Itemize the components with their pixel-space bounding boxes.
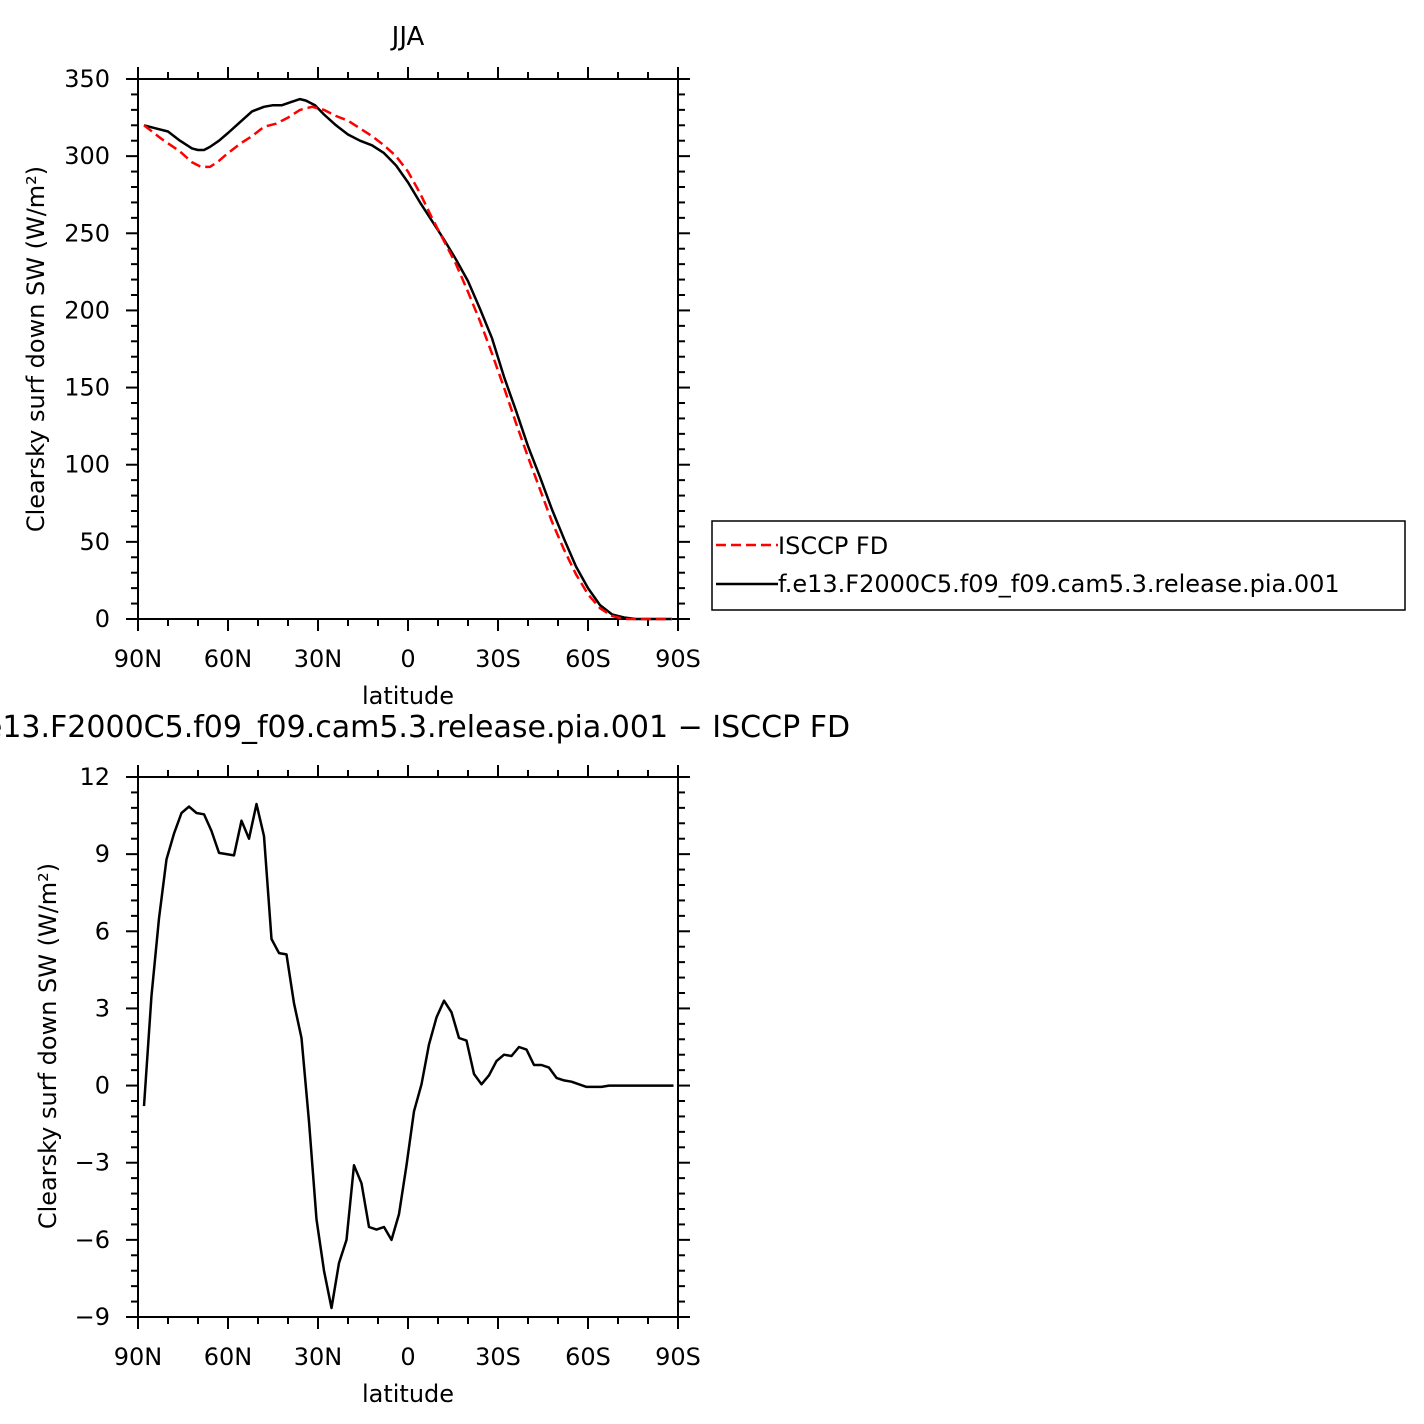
bottom-y-tick-label: 0 <box>95 1072 110 1100</box>
top-chart-title: JJA <box>390 22 425 52</box>
top-x-tick-label: 30N <box>294 645 343 673</box>
bottom-y-tick-label: −6 <box>75 1226 110 1254</box>
top-y-tick-label: 50 <box>79 528 110 556</box>
top-y-axis-title: Clearsky surf down SW (W/m²) <box>22 166 50 532</box>
bottom-x-tick-label: 90S <box>655 1343 701 1371</box>
bottom-y-tick-label: 6 <box>95 917 110 945</box>
bottom-y-tick-label: 9 <box>95 840 110 868</box>
legend-box <box>711 520 1406 611</box>
bottom-x-tick-label: 60S <box>565 1343 611 1371</box>
bottom-chart-title: f.e13.F2000C5.f09_f09.cam5.3.release.pia… <box>0 710 850 745</box>
top-y-tick-label: 150 <box>64 374 110 402</box>
bottom-x-tick-label: 30N <box>294 1343 343 1371</box>
top-y-tick-label: 300 <box>64 142 110 170</box>
legend: ISCCP FD f.e13.F2000C5.f09_f09.cam5.3.re… <box>711 520 1406 611</box>
top-series-line-1 <box>143 97 672 621</box>
top-x-tick-label: 60N <box>204 645 253 673</box>
bottom-x-axis-title: latitude <box>362 1380 454 1408</box>
bottom-y-tick-label: 3 <box>95 994 110 1022</box>
top-y-tick-label: 350 <box>64 65 110 93</box>
bottom-x-tick-label: 30S <box>475 1343 521 1371</box>
top-y-tick-label: 250 <box>64 219 110 247</box>
bottom-plot-area: 90N 60N 30N 0 30S 60S 90S −9 −6 −3 0 3 6 9 12 <box>75 763 701 1371</box>
top-x-tick-label: 60S <box>565 645 611 673</box>
bottom-y-tick-label: −9 <box>75 1303 110 1331</box>
top-x-axis-title: latitude <box>362 682 454 710</box>
bottom-x-tick-label: 0 <box>400 1343 415 1371</box>
bottom-x-tick-label: 60N <box>204 1343 253 1371</box>
top-series-line-0 <box>143 105 672 621</box>
bottom-y-tick-label: −3 <box>75 1149 110 1177</box>
legend-label-isccp: ISCCP FD <box>778 532 888 560</box>
top-x-tick-label: 90N <box>114 645 163 673</box>
bottom-y-tick-label: 12 <box>79 763 110 791</box>
bottom-x-tick-label: 90N <box>114 1343 163 1371</box>
bottom-plot-frame <box>137 776 679 1318</box>
top-y-tick-label: 0 <box>95 605 110 633</box>
top-x-tick-label: 30S <box>475 645 521 673</box>
bottom-y-axis-title: Clearsky surf down SW (W/m²) <box>34 863 62 1229</box>
top-y-tick-label: 100 <box>64 451 110 479</box>
bottom-series-line-0 <box>142 802 674 1310</box>
top-x-tick-label: 0 <box>400 645 415 673</box>
top-plot-area: 90N 60N 30N 0 30S 60S 90S 0 50 100 150 200 250 300 350 <box>64 65 701 673</box>
top-y-tick-label: 200 <box>64 296 110 324</box>
legend-label-model: f.e13.F2000C5.f09_f09.cam5.3.release.pia… <box>778 570 1340 598</box>
top-x-tick-label: 90S <box>655 645 701 673</box>
